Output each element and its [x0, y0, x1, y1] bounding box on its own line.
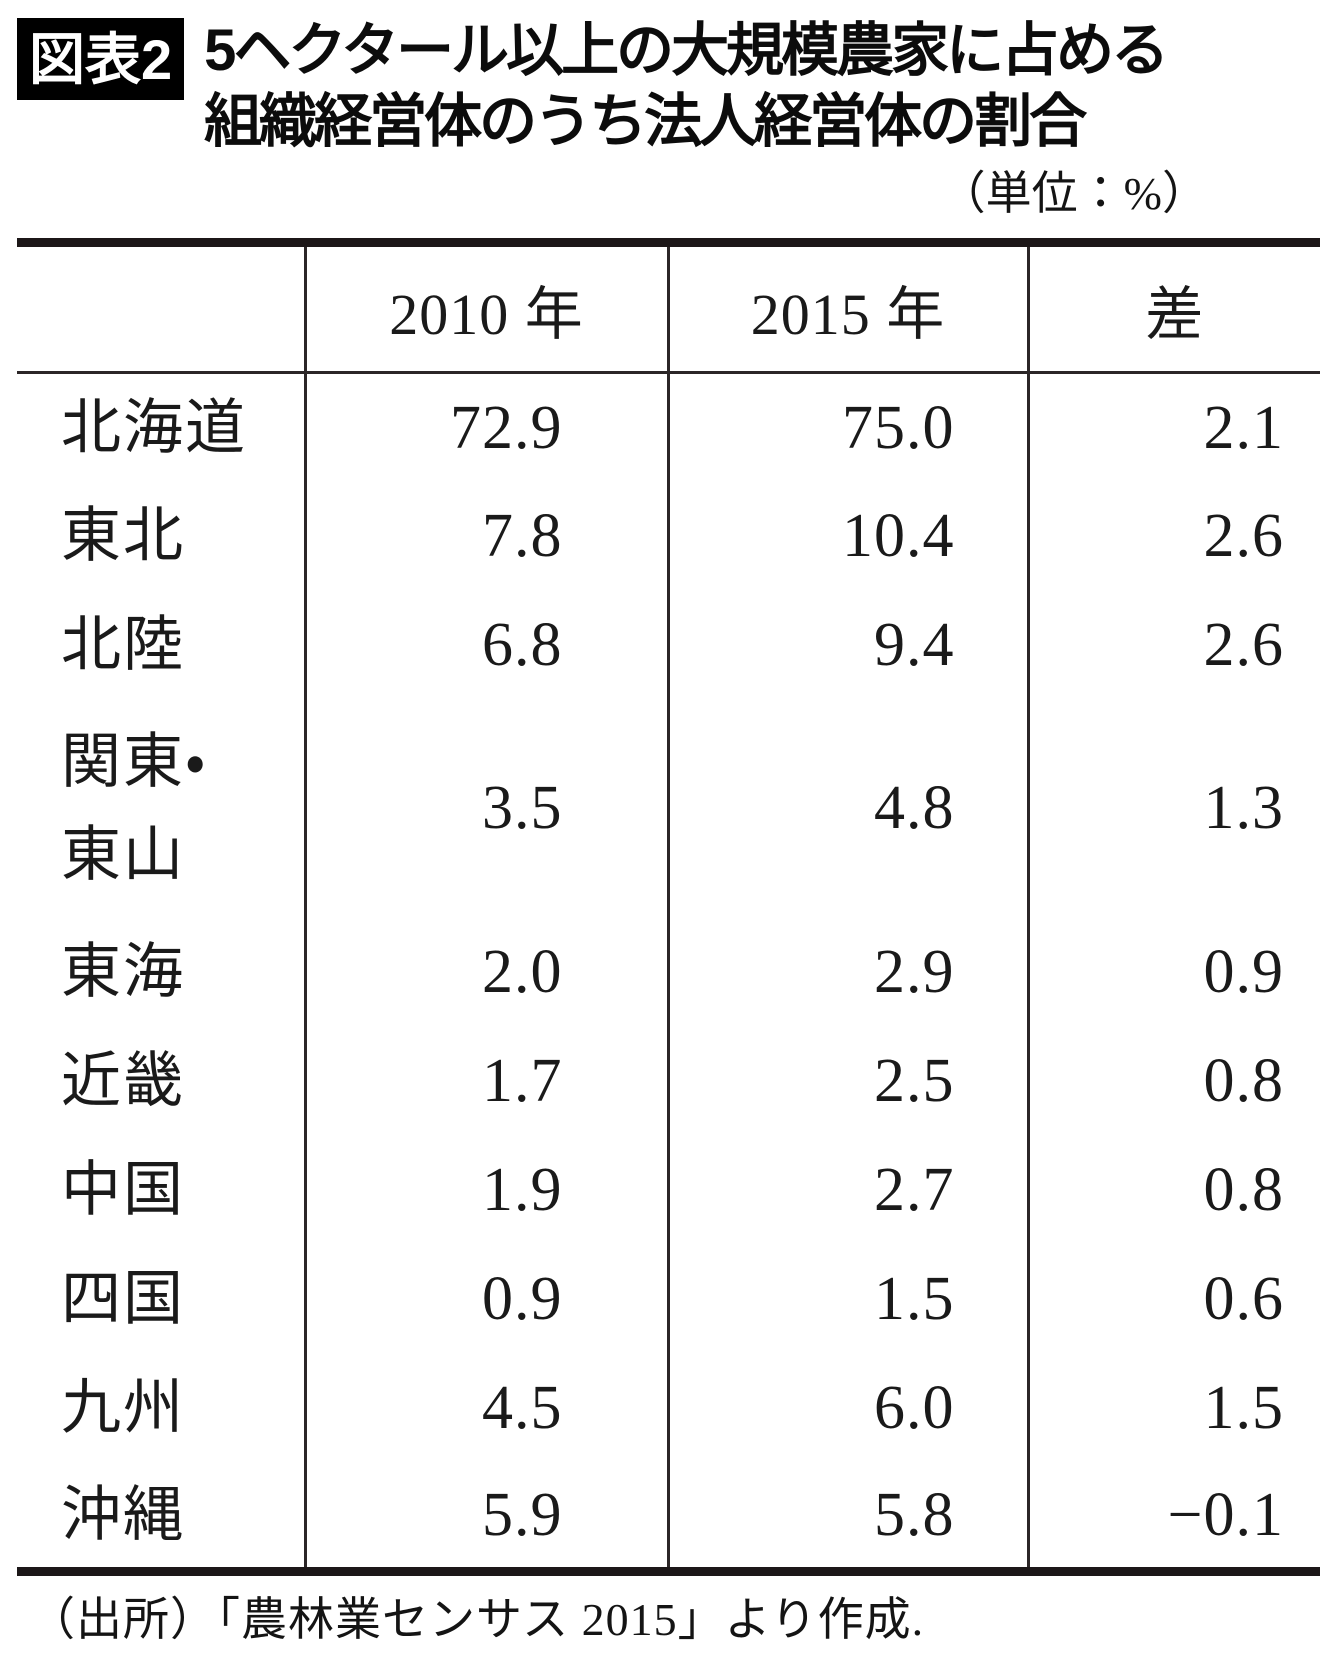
value-2015: 10.4 [668, 481, 1030, 591]
value-2015: 9.4 [668, 590, 1030, 700]
region-label: 北海道 [17, 372, 307, 482]
region-label: 沖縄 [17, 1462, 307, 1572]
column-header-region [17, 242, 307, 375]
table-row-tokai: 東海 2.0 2.9 0.9 [17, 917, 1320, 1027]
table-row-hokuriku: 北陸 6.8 9.4 2.6 [17, 590, 1320, 700]
value-2015: 4.8 [668, 699, 1030, 918]
region-label: 四国 [17, 1244, 307, 1354]
value-diff: −0.1 [1167, 1480, 1284, 1549]
value-2010: 0.9 [305, 1244, 670, 1354]
figure-header: 図表2 5ヘクタール以上の大規模農家に占める 組織経営体のうち法人経営体の割合 [17, 16, 1320, 158]
data-table: 2010 年 2015 年 差 北海道 72.9 75.0 2.1 東北 7.8… [17, 238, 1320, 1577]
value-diff: 0.8 [1203, 1046, 1284, 1115]
table-row-kyushu: 九州 4.5 6.0 1.5 [17, 1353, 1320, 1463]
region-label: 中国 [17, 1135, 307, 1245]
column-header-2015: 2015 年 [668, 242, 1030, 375]
table-body: 北海道 72.9 75.0 2.1 東北 7.8 10.4 2.6 北陸 6.8… [17, 372, 1320, 1572]
region-label: 関東・ 東山 [17, 699, 307, 918]
value-2010: 7.8 [305, 481, 670, 591]
table-row-tohoku: 東北 7.8 10.4 2.6 [17, 481, 1320, 591]
value-diff: 0.8 [1203, 1155, 1284, 1224]
value-diff: 0.9 [1203, 937, 1284, 1006]
table-row-hokkaido: 北海道 72.9 75.0 2.1 [17, 372, 1320, 482]
table-row-shikoku: 四国 0.9 1.5 0.6 [17, 1244, 1320, 1354]
value-2015: 2.9 [668, 917, 1030, 1027]
value-diff: 1.5 [1203, 1373, 1284, 1442]
value-2010: 1.7 [305, 1026, 670, 1136]
value-2010: 3.5 [305, 699, 670, 918]
value-2010: 1.9 [305, 1135, 670, 1245]
column-header-2010: 2010 年 [305, 242, 670, 375]
table-row-chugoku: 中国 1.9 2.7 0.8 [17, 1135, 1320, 1245]
value-2010: 72.9 [305, 372, 670, 482]
value-diff: 2.1 [1203, 393, 1284, 462]
table-row-okinawa: 沖縄 5.9 5.8 −0.1 [17, 1462, 1320, 1572]
table-row-kanto-tosan: 関東・ 東山 3.5 4.8 1.3 [17, 699, 1320, 918]
figure-number-badge: 図表2 [17, 18, 185, 100]
value-2015: 2.5 [668, 1026, 1030, 1136]
value-diff: 0.6 [1203, 1264, 1284, 1333]
region-label: 近畿 [17, 1026, 307, 1136]
unit-note: （単位：%） [939, 167, 1208, 219]
region-label: 北陸 [17, 590, 307, 700]
value-2015: 1.5 [668, 1244, 1030, 1354]
value-2010: 4.5 [305, 1353, 670, 1463]
value-2015: 5.8 [668, 1462, 1030, 1572]
value-2015: 2.7 [668, 1135, 1030, 1245]
table-header: 2010 年 2015 年 差 [17, 242, 1320, 375]
region-label: 東北 [17, 481, 307, 591]
column-header-diff: 差 [1028, 242, 1320, 375]
value-diff: 2.6 [1203, 501, 1284, 570]
table-header-row: 2010 年 2015 年 差 [17, 242, 1320, 375]
figure-title: 5ヘクタール以上の大規模農家に占める 組織経営体のうち法人経営体の割合 [204, 18, 1169, 154]
value-2010: 5.9 [305, 1462, 670, 1572]
value-2010: 2.0 [305, 917, 670, 1027]
value-2015: 75.0 [668, 372, 1030, 482]
value-diff: 1.3 [1203, 774, 1284, 843]
value-diff: 2.6 [1203, 610, 1284, 679]
region-label: 東海 [17, 917, 307, 1027]
value-2015: 6.0 [668, 1353, 1030, 1463]
value-2010: 6.8 [305, 590, 670, 700]
region-label: 九州 [17, 1353, 307, 1463]
table-row-kinki: 近畿 1.7 2.5 0.8 [17, 1026, 1320, 1136]
source-note: （出所）「農林業センサス 2015」より作成. [29, 1594, 925, 1646]
